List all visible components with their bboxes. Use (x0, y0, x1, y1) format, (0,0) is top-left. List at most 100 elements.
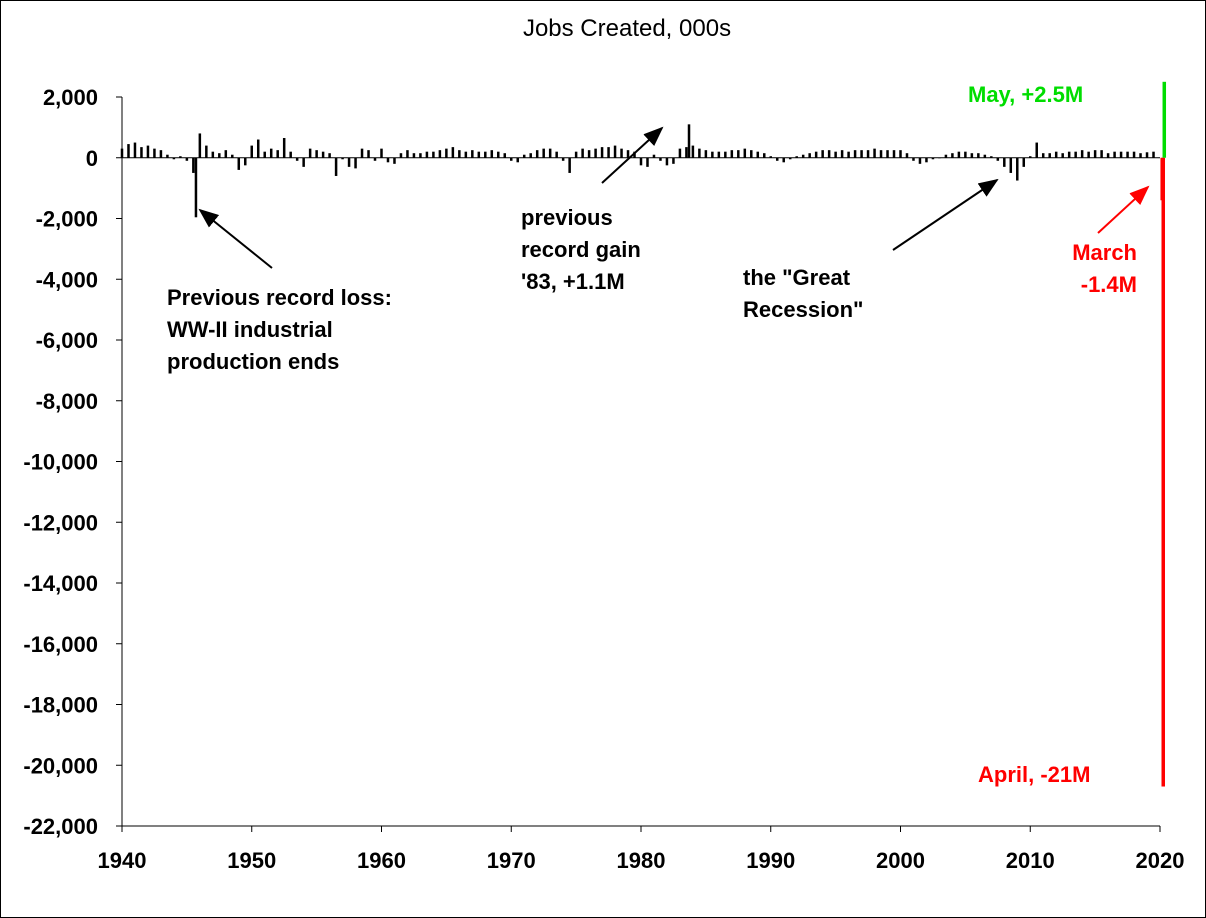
bar (860, 150, 863, 158)
bar (561, 157, 565, 161)
bar (821, 150, 824, 158)
bar (432, 151, 435, 158)
annotation: -1.4M (1081, 272, 1137, 297)
bar (192, 157, 195, 173)
bar (626, 150, 630, 158)
bar (600, 147, 604, 158)
bar (153, 148, 156, 158)
bar (315, 150, 318, 158)
arrow (601, 126, 664, 184)
bar (542, 148, 545, 158)
bar (198, 133, 202, 158)
bar (795, 156, 798, 158)
bar (866, 150, 870, 158)
annotation: record gain (521, 237, 641, 262)
bar (698, 148, 701, 158)
annotation: Previous record loss: (167, 285, 392, 310)
bar (574, 151, 578, 158)
bar (853, 150, 857, 158)
bar (905, 153, 909, 158)
bar (1119, 151, 1123, 158)
bar (445, 148, 448, 158)
bar (497, 151, 500, 158)
x-tick-label: 2000 (876, 848, 925, 873)
bar (386, 157, 390, 163)
bar (334, 157, 338, 176)
bar (925, 157, 928, 163)
bar (1106, 153, 1110, 158)
bar (516, 157, 519, 163)
bar (399, 153, 403, 158)
bar (899, 150, 902, 158)
bar (1080, 150, 1084, 158)
bar (1100, 150, 1103, 158)
annotation: March (1072, 240, 1137, 265)
bar (1152, 151, 1155, 158)
bar (594, 148, 597, 158)
bar (380, 148, 383, 158)
bar (646, 157, 649, 167)
bar (289, 151, 292, 158)
bar (1029, 156, 1032, 158)
y-tick-label: -16,000 (23, 632, 98, 657)
bar (406, 150, 409, 158)
bar (912, 157, 915, 161)
bar (996, 157, 1000, 161)
y-tick-label: -12,000 (23, 510, 98, 535)
bar (685, 147, 688, 158)
x-tick-label: 2010 (1006, 848, 1055, 873)
bar (127, 144, 130, 158)
bar (665, 157, 669, 166)
bar (302, 157, 305, 167)
x-tick-label: 2020 (1136, 848, 1185, 873)
bar (964, 151, 967, 158)
bar (328, 153, 331, 158)
bar (1061, 153, 1064, 158)
x-tick-label: 1950 (227, 848, 276, 873)
y-tick-label: -8,000 (36, 389, 98, 414)
bar (367, 150, 370, 158)
bar (1126, 151, 1129, 158)
bar (194, 157, 198, 218)
bar (873, 148, 876, 158)
x-tick-label: 1990 (746, 848, 795, 873)
y-tick-label: -18,000 (23, 693, 98, 718)
bar (166, 154, 169, 158)
bar (256, 139, 260, 158)
bar (687, 124, 691, 158)
bar (451, 147, 455, 158)
annotation: previous (521, 205, 613, 230)
bar (801, 154, 805, 158)
bar (237, 157, 241, 170)
bar (750, 150, 753, 158)
bar (808, 153, 811, 158)
bar (886, 150, 889, 158)
annotation: '83, +1.1M (521, 269, 625, 294)
bar (769, 156, 772, 158)
bar (1113, 151, 1116, 158)
bar (263, 151, 266, 158)
bar (568, 157, 571, 173)
annotation: production ends (167, 349, 339, 374)
bar (834, 151, 837, 158)
bar (1048, 153, 1051, 158)
bar (1003, 157, 1006, 167)
bar (730, 150, 734, 158)
bar (1162, 81, 1167, 158)
arrow (892, 178, 999, 251)
bar (490, 150, 494, 158)
bar (412, 153, 416, 158)
bar (179, 156, 182, 158)
bar (990, 156, 993, 158)
bar (464, 151, 468, 158)
bar (782, 157, 785, 163)
y-tick-label: -6,000 (36, 328, 98, 353)
bar (535, 150, 539, 158)
bar (659, 157, 662, 161)
bar (938, 157, 941, 159)
bar (639, 157, 643, 166)
y-tick-label: 2,000 (43, 85, 98, 110)
bar (724, 151, 727, 158)
bar (341, 157, 344, 160)
